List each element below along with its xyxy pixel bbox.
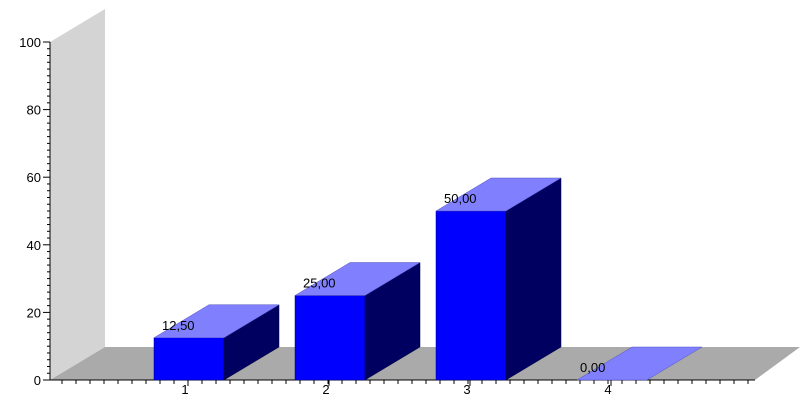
x-tick-label: 1 bbox=[181, 382, 188, 397]
data-label: 50,00 bbox=[444, 191, 477, 206]
y-tick-label: 100 bbox=[19, 35, 41, 50]
bar-top bbox=[435, 177, 562, 212]
data-label: 12,50 bbox=[162, 318, 195, 333]
y-tick-label: 60 bbox=[27, 170, 41, 185]
bar-3 bbox=[435, 177, 562, 381]
chart-bars bbox=[153, 177, 703, 381]
bar-top bbox=[153, 304, 280, 338]
bar-front bbox=[153, 337, 225, 381]
y-tick-label: 0 bbox=[34, 373, 41, 388]
bar-1 bbox=[153, 304, 280, 381]
chart-labels: 0 20 40 60 80 100 12,50 1 25,00 2 50,00 3 0,00 4 bbox=[19, 35, 611, 397]
bar-front bbox=[435, 210, 507, 381]
y-tick-label: 40 bbox=[27, 238, 41, 253]
bar-4 bbox=[576, 346, 703, 381]
bar-2 bbox=[294, 262, 421, 381]
bar-front bbox=[294, 295, 366, 381]
x-tick-label: 3 bbox=[463, 382, 470, 397]
x-tick-label: 4 bbox=[604, 382, 611, 397]
x-tick-label: 2 bbox=[322, 382, 329, 397]
bar-top bbox=[294, 262, 421, 296]
back-wall bbox=[50, 9, 105, 380]
bar-side bbox=[505, 177, 562, 381]
data-label: 25,00 bbox=[303, 276, 336, 291]
bar-top bbox=[576, 346, 703, 381]
data-label: 0,00 bbox=[580, 360, 605, 375]
y-tick-label: 80 bbox=[27, 103, 41, 118]
y-tick-label: 20 bbox=[27, 305, 41, 320]
